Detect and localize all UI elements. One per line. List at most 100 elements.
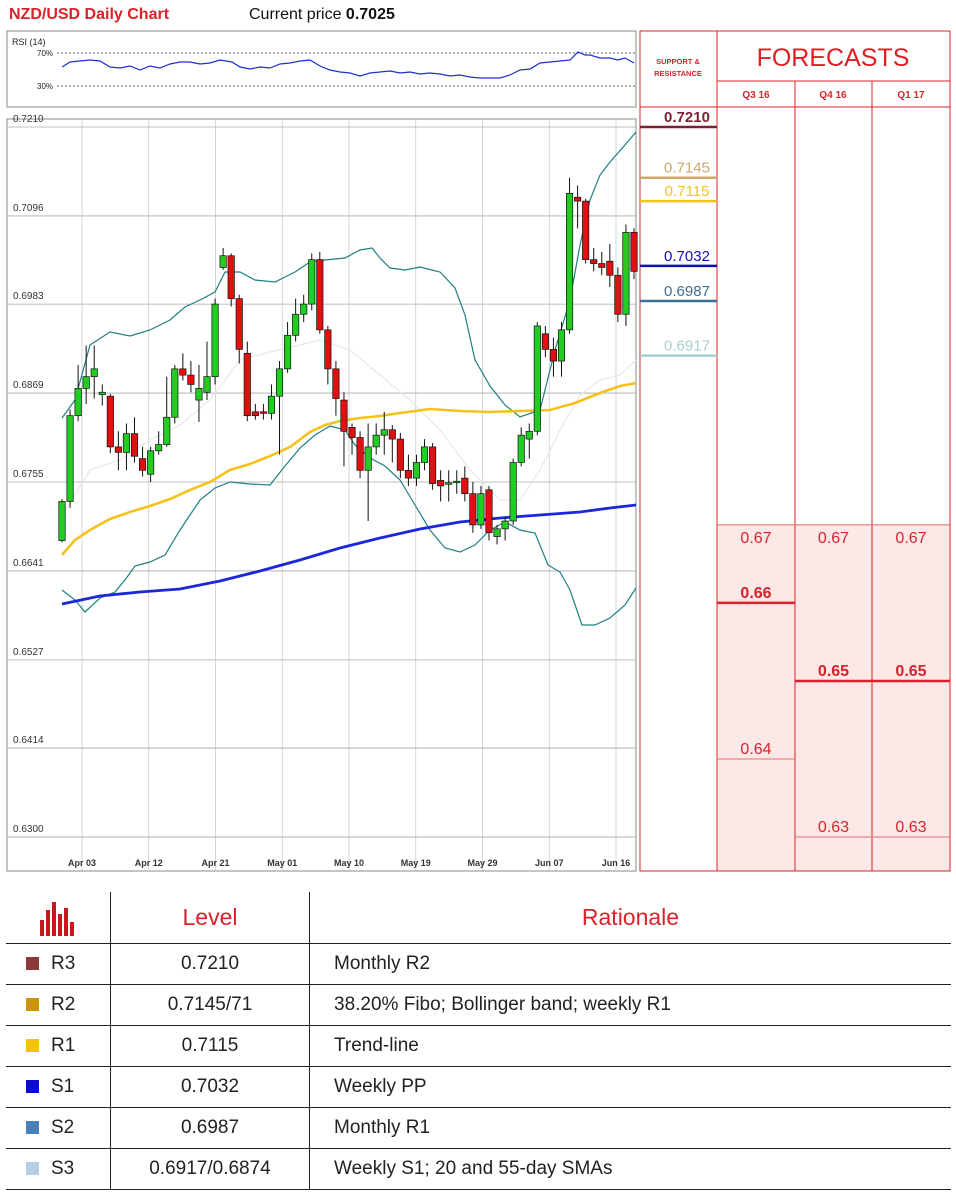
level-label: 0.7145: [664, 160, 710, 177]
candle: [292, 298, 300, 342]
candle-body: [477, 493, 485, 526]
candle: [300, 294, 308, 323]
candle: [590, 247, 598, 272]
candle-body: [316, 259, 324, 331]
x-tick-label: May 01: [267, 858, 297, 868]
candle-body: [388, 429, 396, 440]
table-row: S2 0.6987 Monthly R1: [6, 1107, 951, 1149]
candle: [187, 361, 195, 393]
candle: [267, 384, 276, 420]
rsi-line: [61, 51, 635, 79]
level-swatch: [26, 1080, 39, 1093]
x-tick-label: May 19: [401, 858, 431, 868]
candle-body: [259, 411, 267, 414]
level-label: 0.6987: [664, 283, 710, 300]
y-axis: 0.7210 0.7096 0.6983 0.6869 0.6755 0.6641 0.65…: [13, 114, 44, 835]
candle-body: [590, 259, 598, 264]
candle: [284, 322, 292, 373]
candle: [90, 345, 98, 399]
sr-label-1: SUPPORT &: [656, 57, 700, 66]
candle: [308, 253, 316, 311]
chart-logo-cell: [6, 892, 111, 944]
candle: [348, 423, 356, 455]
forecasts-title: FORECASTS: [757, 44, 910, 72]
candle-body: [396, 438, 404, 471]
horizontal-grid: [7, 126, 636, 838]
level-swatch: [26, 957, 39, 970]
candle-body: [114, 446, 122, 453]
forecast-range-background: [717, 524, 950, 871]
candle-body: [308, 259, 316, 305]
level-name: R2: [51, 994, 76, 1015]
candle-body: [501, 520, 509, 530]
candle-body: [541, 333, 549, 350]
level-swatch: [26, 1039, 39, 1052]
candle: [525, 423, 533, 459]
candle-body: [445, 482, 453, 485]
bar-chart-icon: [40, 901, 74, 936]
candle-body: [147, 450, 155, 475]
forecast-column: 0.67 0.66 0.64: [717, 524, 795, 760]
candle-body: [324, 329, 332, 370]
levels-table: Level Rationale R3 0.7210 Monthly R2 R2 …: [6, 892, 951, 1190]
x-tick-label: Apr 21: [201, 858, 229, 868]
candle-body: [332, 368, 340, 399]
table-row: R2 0.7145/71 38.20% Fibo; Bollinger band…: [6, 984, 951, 1026]
candle: [179, 353, 187, 381]
level-rationale: 38.20% Fibo; Bollinger band; weekly R1: [309, 984, 951, 1026]
candle-body: [275, 368, 284, 397]
forecast-top-label: 0.67: [740, 530, 771, 547]
candle: [557, 322, 566, 377]
price-panel: [6, 118, 637, 872]
candle: [541, 325, 549, 358]
table-row: S3 0.6917/0.6874 Weekly S1; 20 and 55-da…: [6, 1148, 951, 1190]
candle: [332, 361, 340, 416]
candle-body: [356, 437, 364, 471]
level-value: 0.7145/71: [110, 984, 310, 1026]
candle: [429, 442, 437, 490]
bollinger-upper: [61, 131, 637, 419]
sma200-line: [61, 503, 637, 606]
forecast-median-label: 0.65: [895, 663, 926, 680]
candle-body: [106, 395, 114, 448]
chart-svg: RSI (14) 70% 30% 0.7210 0.7096 0.6983 0.686…: [6, 30, 951, 872]
forecast-column: 0.67 0.65 0.63: [795, 524, 872, 838]
x-tick-label: Apr 12: [135, 858, 163, 868]
forecast-bottom-label: 0.63: [895, 819, 926, 836]
candle-body: [549, 349, 557, 362]
candle: [517, 427, 525, 467]
forecast-bottom-label: 0.63: [818, 819, 849, 836]
level-value: 0.6917/0.6874: [110, 1148, 310, 1190]
candle-body: [557, 329, 566, 362]
candle-body: [155, 444, 163, 452]
candle: [630, 228, 638, 280]
candle: [139, 446, 147, 477]
candle: [388, 425, 396, 463]
candle-body: [533, 325, 541, 432]
candle-body: [348, 427, 356, 438]
candle-body: [300, 303, 308, 315]
candle: [582, 198, 590, 264]
level-label: 0.7115: [665, 183, 710, 200]
candle: [243, 341, 251, 422]
level-name: S1: [51, 1076, 75, 1097]
y-tick-label: 0.6641: [13, 558, 44, 569]
level-swatch: [26, 998, 39, 1011]
y-tick-label: 0.6869: [13, 380, 44, 391]
candle-body: [622, 231, 630, 315]
candle-body: [574, 196, 582, 202]
candle-body: [211, 303, 219, 378]
forecast-bottom-label: 0.64: [740, 741, 771, 758]
candle-body: [90, 368, 98, 378]
candle: [211, 298, 219, 385]
candle: [98, 384, 106, 406]
candle-body: [267, 395, 276, 414]
candle: [622, 224, 630, 326]
candle: [420, 439, 429, 471]
candle-body: [292, 313, 300, 336]
level-value: 0.7115: [110, 1025, 310, 1067]
candle-body: [493, 528, 501, 537]
bollinger-lower: [61, 425, 637, 626]
candle: [130, 417, 139, 463]
candle: [372, 423, 380, 455]
